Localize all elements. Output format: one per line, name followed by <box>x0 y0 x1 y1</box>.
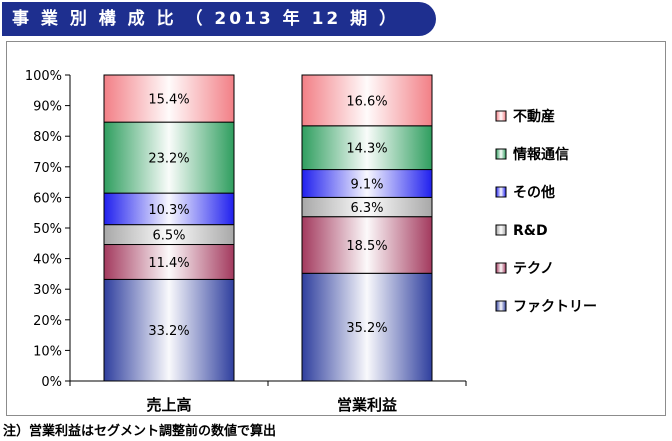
bar-segment <box>103 244 235 280</box>
legend-swatch <box>495 224 507 236</box>
y-tick-label: 10% <box>33 344 62 359</box>
category-label: 営業利益 <box>337 396 397 414</box>
legend-label: R&D <box>513 223 548 239</box>
legend-swatch <box>495 300 507 312</box>
legend-swatch <box>495 262 507 274</box>
category-label: 売上高 <box>146 396 191 414</box>
legend-swatch <box>495 148 507 160</box>
data-label: 15.4% <box>148 93 189 108</box>
data-label: 6.5% <box>152 229 185 244</box>
legend-label: ファクトリー <box>513 299 597 315</box>
bar-segment <box>103 278 235 382</box>
bar-segment <box>103 121 235 194</box>
y-tick-label: 20% <box>33 314 62 329</box>
bar-segment <box>301 125 433 171</box>
y-tick-label: 70% <box>33 161 62 176</box>
y-tick-label: 80% <box>33 130 62 145</box>
data-label: 6.3% <box>350 201 383 216</box>
chart-title: 事 業 別 構 成 比 （ 2013 年 12 期 ） <box>12 9 400 29</box>
data-label: 23.2% <box>148 152 189 167</box>
data-label: 10.3% <box>148 203 189 218</box>
data-label: 14.3% <box>346 142 387 157</box>
legend-label: その他 <box>513 184 555 201</box>
bar-segment <box>301 74 433 127</box>
bar-segment <box>103 74 235 123</box>
y-tick-label: 90% <box>33 100 62 115</box>
data-label: 35.2% <box>346 321 387 336</box>
title-banner: 事 業 別 構 成 比 （ 2013 年 12 期 ） <box>2 2 436 36</box>
chart-frame: 0% 10% 20% 30% 40% 50% 60% 70% 80% 90% 100% 33.2% 11… <box>6 41 666 416</box>
y-tick-label: 0% <box>41 375 62 390</box>
y-tick-label: 60% <box>33 191 62 206</box>
data-label: 18.5% <box>346 239 387 254</box>
data-label: 11.4% <box>148 256 189 271</box>
data-label: 33.2% <box>148 324 189 339</box>
legend-label: 不動産 <box>513 108 555 125</box>
y-tick-label: 40% <box>33 253 62 268</box>
y-tick-label: 50% <box>33 222 62 237</box>
legend-swatch <box>495 110 507 122</box>
y-tick-label: 30% <box>33 283 62 298</box>
stacked-bar-chart: 0% 10% 20% 30% 40% 50% 60% 70% 80% 90% 100% 33.2% 11… <box>25 69 597 414</box>
data-label: 9.1% <box>350 177 383 192</box>
legend-label: 情報通信 <box>513 146 569 163</box>
bar-segment <box>301 169 433 198</box>
bar-segment <box>103 192 235 226</box>
legend-label: テクノ <box>513 261 554 277</box>
legend-swatch <box>495 186 507 198</box>
y-tick-label: 100% <box>25 69 62 84</box>
data-label: 16.6% <box>346 94 387 109</box>
bar-segment <box>301 272 433 382</box>
footnote: 注）営業利益はセグメント調整前の数値で算出 <box>3 424 277 439</box>
